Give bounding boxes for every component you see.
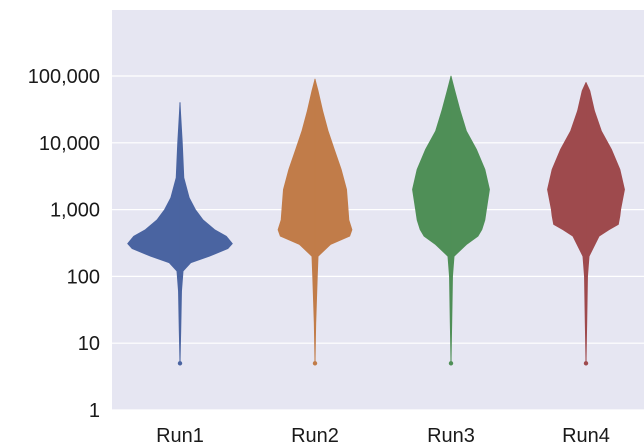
- y-tick-label: 10,000: [39, 133, 100, 155]
- violin-min-point-run1: [177, 361, 183, 366]
- violin-min-point-run4: [583, 361, 589, 366]
- x-tick-label: Run1: [156, 425, 204, 447]
- x-axis-tick-labels: Run1 Run2 Run3 Run4: [156, 425, 610, 447]
- y-axis-tick-labels: 1 10 100 1,000 10,000 100,000: [28, 66, 100, 422]
- grid-lines: [112, 75, 644, 411]
- y-tick-label: 1: [89, 400, 100, 422]
- x-tick-label: Run3: [427, 425, 475, 447]
- violins: [127, 75, 625, 366]
- violin-min-point-run3: [448, 361, 454, 366]
- y-tick-label: 10: [78, 333, 100, 355]
- y-tick-label: 100: [67, 266, 100, 288]
- violin-min-point-run2: [312, 361, 318, 366]
- y-tick-label: 1,000: [50, 200, 100, 222]
- y-tick-label: 100,000: [28, 66, 100, 88]
- x-tick-label: Run4: [562, 425, 610, 447]
- x-tick-label: Run2: [291, 425, 339, 447]
